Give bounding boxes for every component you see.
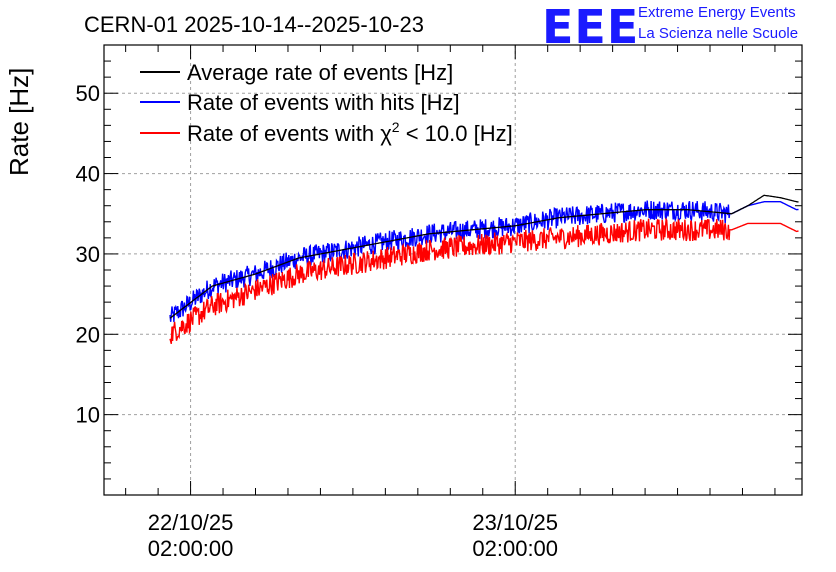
y-tick-label: 50 [76, 81, 100, 106]
plot-frame [103, 44, 803, 496]
legend-label-average: Average rate of events [Hz] [187, 60, 453, 85]
chart-title: CERN-01 2025-10-14--2025-10-23 [84, 12, 424, 37]
series-line-hits [169, 200, 799, 323]
x-tick-label-time: 02:00:00 [472, 536, 558, 561]
x-tick-label-time: 02:00:00 [148, 536, 234, 561]
logo-line-2: La Scienza nelle Scuole [638, 25, 799, 42]
series-line-average [169, 194, 799, 319]
y-tick-label: 20 [76, 322, 100, 347]
y-axis-label: Rate [Hz] [4, 67, 34, 176]
y-tick-label: 30 [76, 242, 100, 267]
series-line-chi2 [169, 217, 799, 344]
x-tick-label-date: 22/10/25 [148, 510, 234, 535]
legend-label-chi2: Rate of events with χ2 < 10.0 [Hz] [187, 119, 513, 146]
eee-logo: EEE [542, 0, 640, 54]
legend-label-hits: Rate of events with hits [Hz] [187, 90, 460, 115]
y-tick-label: 40 [76, 162, 100, 187]
x-tick-label-date: 23/10/25 [472, 510, 558, 535]
y-tick-label: 10 [76, 403, 100, 428]
logo-line-1: Extreme Energy Events [638, 4, 796, 21]
